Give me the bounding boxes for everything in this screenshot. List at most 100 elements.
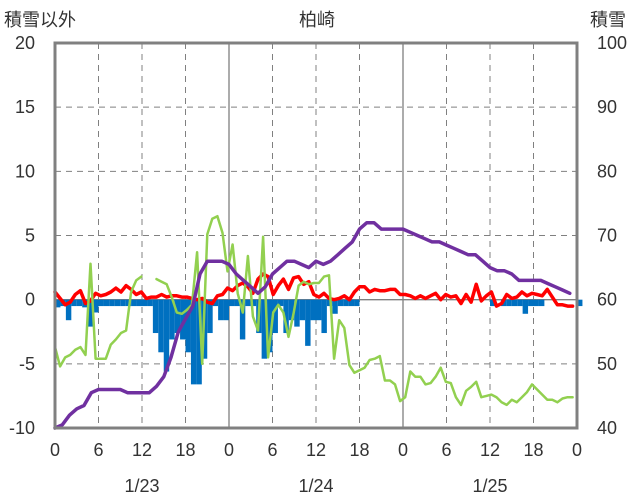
- precip-bar: [305, 299, 311, 346]
- precip-bar: [229, 299, 235, 307]
- chart-title: 柏崎: [299, 10, 335, 31]
- precip-bar: [142, 299, 148, 307]
- precip-bar: [538, 299, 545, 307]
- precip-bar: [267, 299, 273, 353]
- y-left-tick-label: 10: [15, 161, 35, 181]
- precip-bar: [76, 299, 83, 307]
- precip-bar: [87, 299, 94, 327]
- y-left-tick-label: 15: [15, 97, 35, 117]
- x-hour-tick-label: 0: [50, 440, 60, 460]
- y-left-tick-label: 20: [15, 33, 35, 53]
- precip-bar: [125, 299, 132, 307]
- precip-bar: [136, 299, 142, 307]
- precipitation-bars: [55, 299, 583, 385]
- x-hour-tick-label: 0: [572, 440, 582, 460]
- right-axis-label: 積雪: [590, 10, 626, 31]
- precip-bar: [577, 299, 583, 307]
- temperature-line: [53, 272, 575, 308]
- x-hour-tick-label: 12: [306, 440, 326, 460]
- precip-bar: [528, 299, 534, 307]
- y-left-tick-label: -5: [19, 354, 35, 374]
- x-hour-tick-label: 18: [523, 440, 543, 460]
- precip-bar: [71, 299, 77, 307]
- x-date-label: 1/25: [472, 476, 507, 496]
- precip-bar: [239, 299, 246, 340]
- precip-bar: [218, 299, 224, 321]
- x-hour-tick-label: 0: [398, 440, 408, 460]
- x-hour-tick-label: 0: [224, 440, 234, 460]
- left-axis-label: 積雪以外: [4, 10, 76, 31]
- x-hour-tick-label: 6: [267, 440, 277, 460]
- precip-bar: [180, 299, 186, 340]
- precip-bar: [517, 299, 523, 307]
- precip-bar: [158, 299, 164, 353]
- precip-bar: [234, 299, 240, 307]
- precip-bar: [277, 299, 284, 307]
- plot-border: [53, 41, 579, 430]
- precip-bar: [147, 299, 153, 307]
- precip-bar: [190, 299, 197, 385]
- x-date-label: 1/24: [298, 476, 333, 496]
- precip-bar: [332, 299, 338, 314]
- precip-bar: [120, 299, 126, 307]
- precip-bar: [522, 299, 529, 314]
- precip-bar: [506, 299, 512, 307]
- precip-bar: [223, 299, 229, 321]
- y-right-tick-label: 50: [597, 354, 617, 374]
- precip-bar: [169, 299, 175, 340]
- precip-bar: [348, 299, 355, 307]
- precip-bar: [245, 299, 251, 307]
- precip-bar: [212, 299, 219, 307]
- precip-bar: [321, 299, 327, 334]
- green-series-line: [53, 214, 574, 407]
- y-left-tick-label: 0: [25, 290, 35, 310]
- precip-bar: [288, 299, 295, 321]
- y-right-tick-label: 70: [597, 226, 617, 246]
- precip-bar: [185, 299, 191, 353]
- precip-bar: [114, 299, 121, 307]
- x-hour-tick-label: 12: [132, 440, 152, 460]
- precip-bar: [93, 299, 99, 313]
- y-right-tick-label: 90: [597, 97, 617, 117]
- precip-bar: [299, 299, 306, 321]
- precip-bar: [343, 299, 349, 307]
- x-hour-tick-label: 18: [175, 440, 195, 460]
- precip-bar: [294, 299, 300, 327]
- y-right-tick-label: 100: [597, 33, 627, 53]
- y-left-tick-label: 5: [25, 226, 35, 246]
- precip-bar: [55, 299, 61, 308]
- x-hour-tick-label: 6: [441, 440, 451, 460]
- precip-bar: [533, 299, 539, 307]
- precip-bar: [207, 299, 213, 334]
- precip-bar: [131, 299, 137, 307]
- precip-bar: [354, 299, 360, 307]
- precip-bar: [316, 299, 322, 321]
- precip-bar: [109, 299, 115, 307]
- precip-bar: [163, 299, 170, 372]
- x-hour-tick-label: 12: [480, 440, 500, 460]
- y-left-tick-label: -10: [9, 418, 35, 438]
- precip-bar: [511, 299, 518, 307]
- x-hour-tick-label: 18: [349, 440, 369, 460]
- precip-bar: [337, 299, 344, 307]
- precip-bar: [310, 299, 316, 321]
- precip-bar: [261, 299, 268, 359]
- precip-bar: [174, 299, 181, 334]
- precip-bar: [250, 299, 257, 307]
- plot-frame: [53, 41, 579, 430]
- precip-bar: [272, 299, 278, 334]
- precip-bar: [196, 299, 202, 385]
- snow-depth-line: [53, 220, 572, 430]
- grid-layer: [55, 43, 577, 428]
- precip-bar: [490, 299, 496, 307]
- precip-bar: [65, 299, 72, 321]
- y-right-tick-label: 60: [597, 290, 617, 310]
- x-hour-tick-label: 6: [93, 440, 103, 460]
- precip-bar: [283, 299, 289, 334]
- y-right-tick-label: 80: [597, 161, 617, 181]
- y-right-tick-label: 40: [597, 418, 617, 438]
- series-lines: [53, 214, 575, 430]
- x-date-label: 1/23: [124, 476, 159, 496]
